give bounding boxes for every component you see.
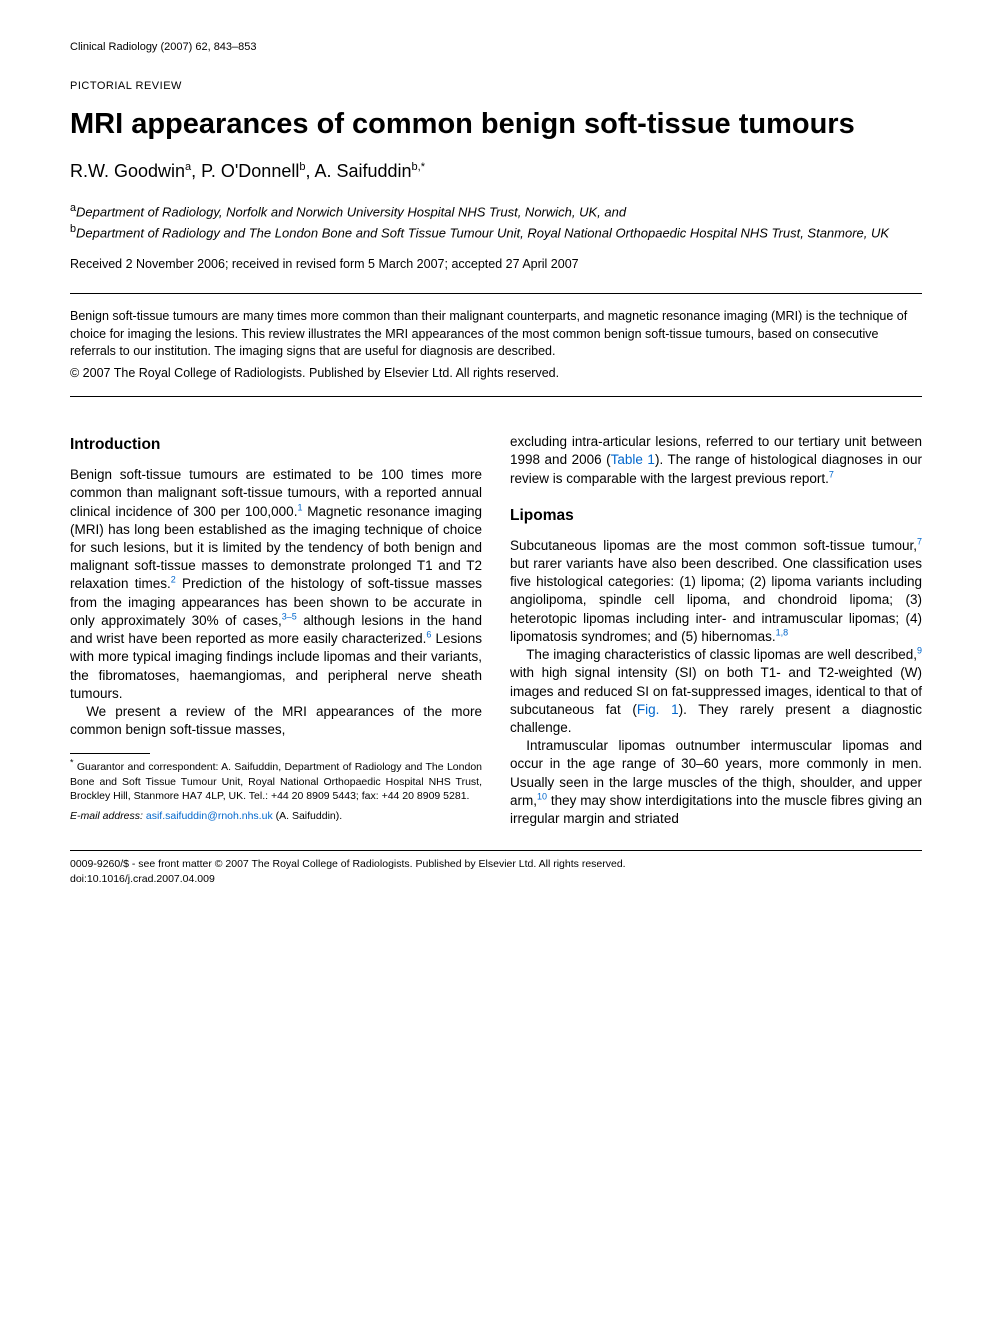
lipomas-paragraph-1: Subcutaneous lipomas are the most common…	[510, 537, 922, 646]
article-dates: Received 2 November 2006; received in re…	[70, 256, 922, 273]
citation-3-5[interactable]: 3–5	[282, 611, 297, 621]
abstract-box: Benign soft-tissue tumours are many time…	[70, 293, 922, 397]
intro-paragraph-2-continued: excluding intra-articular lesions, refer…	[510, 433, 922, 488]
footnote-separator	[70, 753, 150, 754]
left-column: Introduction Benign soft-tissue tumours …	[70, 433, 482, 828]
fig-1-link[interactable]: Fig. 1	[637, 702, 679, 717]
affiliation-b: Department of Radiology and The London B…	[76, 225, 889, 240]
citation-7[interactable]: 7	[829, 469, 834, 479]
article-type: PICTORIAL REVIEW	[70, 79, 922, 94]
footnote-email: E-mail address: asif.saifuddin@rnoh.nhs.…	[70, 809, 482, 823]
citation-1-8[interactable]: 1,8	[776, 627, 789, 637]
footer-separator	[70, 850, 922, 851]
abstract-text: Benign soft-tissue tumours are many time…	[70, 308, 922, 361]
section-heading-introduction: Introduction	[70, 435, 482, 456]
table-1-link[interactable]: Table 1	[611, 452, 655, 467]
author-list: R.W. Goodwina, P. O'Donnellb, A. Saifudd…	[70, 159, 922, 183]
section-heading-lipomas: Lipomas	[510, 506, 922, 527]
correspondence-email-link[interactable]: asif.saifuddin@rnoh.nhs.uk	[146, 810, 273, 822]
right-column: excluding intra-articular lesions, refer…	[510, 433, 922, 828]
intro-paragraph-2: We present a review of the MRI appearanc…	[70, 703, 482, 739]
intro-paragraph-1: Benign soft-tissue tumours are estimated…	[70, 466, 482, 703]
citation-9[interactable]: 9	[917, 646, 922, 656]
correspondence-footnote: * Guarantor and correspondent: A. Saifud…	[70, 760, 482, 803]
lipomas-paragraph-3: Intramuscular lipomas outnumber intermus…	[510, 737, 922, 828]
citation-7b[interactable]: 7	[917, 536, 922, 546]
journal-reference: Clinical Radiology (2007) 62, 843–853	[70, 40, 922, 55]
affiliation-a: Department of Radiology, Norfolk and Nor…	[76, 205, 626, 220]
affiliations: aDepartment of Radiology, Norfolk and No…	[70, 201, 922, 242]
body-columns: Introduction Benign soft-tissue tumours …	[70, 433, 922, 828]
citation-10[interactable]: 10	[537, 791, 547, 801]
footer-doi: doi:10.1016/j.crad.2007.04.009	[70, 872, 922, 887]
footer-front-matter: 0009-9260/$ - see front matter © 2007 Th…	[70, 857, 922, 872]
email-label: E-mail address:	[70, 810, 143, 822]
lipomas-paragraph-2: The imaging characteristics of classic l…	[510, 646, 922, 737]
abstract-copyright: © 2007 The Royal College of Radiologists…	[70, 365, 922, 383]
article-title: MRI appearances of common benign soft-ti…	[70, 108, 922, 141]
